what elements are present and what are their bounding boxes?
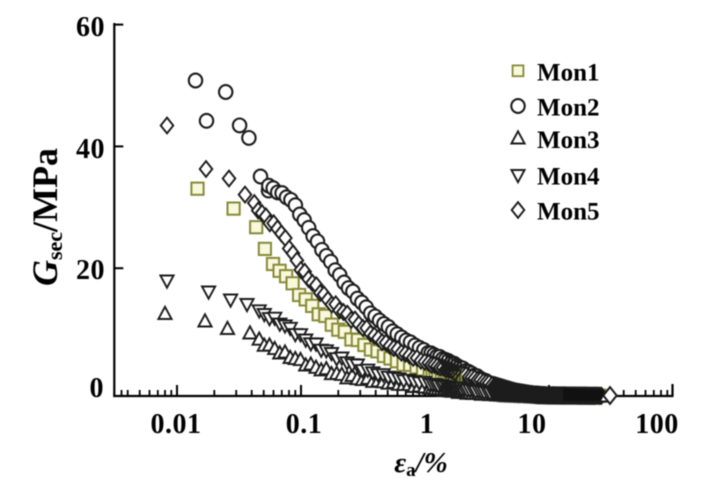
svg-text:0.01: 0.01 — [151, 409, 202, 440]
svg-text:100: 100 — [635, 409, 679, 440]
svg-text:Mon4: Mon4 — [537, 164, 600, 191]
svg-text:20: 20 — [76, 255, 105, 286]
svg-text:Mon1: Mon1 — [537, 59, 600, 86]
svg-text:Mon2: Mon2 — [537, 95, 600, 122]
svg-text:0: 0 — [90, 373, 105, 404]
svg-text:60: 60 — [76, 12, 105, 43]
svg-text:40: 40 — [76, 134, 105, 165]
svg-text:Mon5: Mon5 — [537, 199, 600, 226]
svg-text:1: 1 — [420, 409, 435, 440]
svg-text:εa/%: εa/% — [394, 447, 448, 481]
svg-text:Mon3: Mon3 — [537, 127, 600, 154]
svg-text:10: 10 — [518, 409, 547, 440]
svg-text:0.1: 0.1 — [286, 409, 323, 440]
svg-text:Gsec/MPa: Gsec/MPa — [25, 148, 67, 286]
